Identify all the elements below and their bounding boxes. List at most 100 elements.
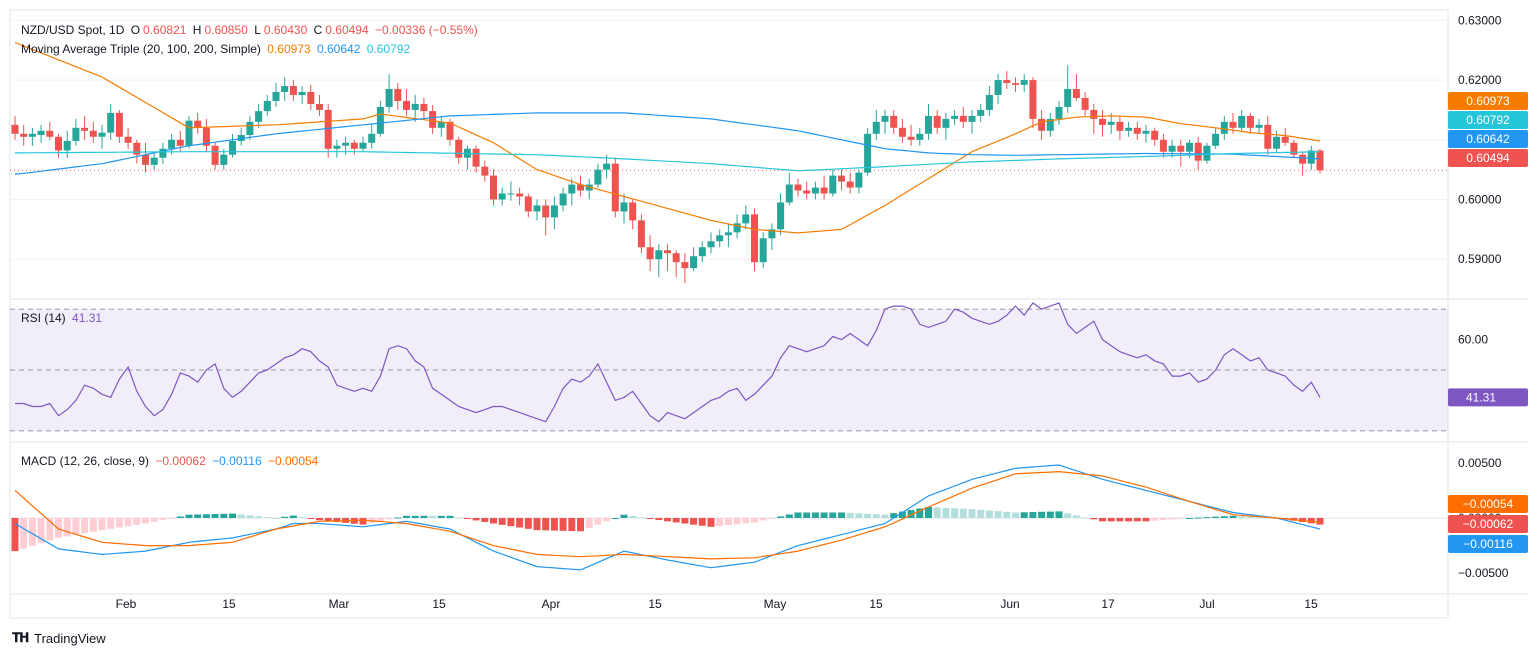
candle-body [951, 115, 959, 119]
rsi-legend: RSI (14) 41.31 [21, 311, 105, 325]
macd-histogram-bar [46, 518, 54, 541]
candle-body [907, 136, 915, 140]
candle-body [768, 229, 776, 239]
macd-histogram-bar [1072, 515, 1080, 518]
macd-histogram-bar [577, 518, 584, 532]
candle-body [298, 92, 306, 95]
macd-histogram-bar [829, 512, 837, 518]
macd-histogram-bar [603, 518, 611, 522]
macd-histogram-bar [794, 512, 802, 518]
macd-histogram-bar [1046, 511, 1054, 518]
candle-body [1081, 97, 1089, 110]
time-axis-label: 17 [1101, 597, 1115, 611]
candle-body [577, 184, 584, 191]
macd-histogram-bar [420, 515, 428, 518]
candle-body [411, 103, 419, 110]
macd-histogram-bar [498, 518, 506, 525]
candle-body [716, 235, 724, 242]
macd-histogram-bar [376, 518, 384, 522]
high-label: H [192, 23, 202, 37]
candle-body [1168, 145, 1176, 152]
candle-body [255, 111, 263, 122]
rsi-axis-label: 60.00 [1458, 333, 1488, 347]
macd-histogram-bar [985, 510, 993, 518]
macd-histogram-bar [316, 518, 323, 521]
macd-histogram-bar [159, 518, 167, 520]
macd-histogram-bar [742, 518, 750, 524]
macd-histogram-bar [333, 518, 341, 522]
macd-histogram-bar [542, 518, 550, 531]
candle-body [655, 250, 663, 260]
macd-histogram-bar [115, 518, 123, 528]
macd-histogram-bar [672, 518, 680, 523]
candle-body [864, 133, 872, 173]
candle-body [368, 133, 376, 143]
macd-histogram-bar [820, 512, 828, 518]
candle-body [437, 121, 445, 128]
ma-line-ma200 [15, 151, 1321, 172]
low-value: 0.60430 [263, 23, 308, 37]
candle-body [420, 103, 428, 112]
open-value: 0.60821 [143, 23, 187, 37]
candle-body [333, 145, 341, 149]
candle-body [185, 120, 193, 146]
macd-histogram-bar [472, 518, 480, 521]
candle-body [1072, 89, 1080, 98]
time-axis-label: Jun [1000, 597, 1019, 611]
candle-body [829, 175, 837, 194]
macd-axis-label: −0.00500 [1458, 566, 1509, 580]
time-axis-label: 15 [432, 597, 446, 611]
macd-tag-hist: −0.00062 [1463, 517, 1514, 531]
candle-body [803, 190, 811, 194]
ma-line-ma100 [14, 112, 1321, 175]
candle-body [646, 247, 654, 260]
candle-body [1194, 142, 1202, 161]
candle-body [785, 184, 793, 203]
candle-body [1159, 139, 1167, 152]
ma100-value: 0.60642 [317, 42, 361, 56]
macd-histogram-bar [72, 518, 80, 535]
macd-signal-value: −0.00054 [267, 454, 319, 468]
candle-body [872, 121, 880, 134]
macd-histogram-bar [481, 518, 489, 522]
candle-body [724, 232, 732, 236]
macd-histogram-bar [1168, 518, 1176, 520]
macd-histogram-bar [1264, 517, 1272, 519]
macd-histogram-bar [385, 518, 393, 520]
time-axis-label: Jul [1199, 597, 1214, 611]
macd-histogram-bar [655, 518, 663, 520]
macd-histogram-bar [759, 518, 767, 521]
candle-body [272, 92, 280, 101]
macd-histogram-bar [1203, 517, 1211, 519]
macd-histogram-bar [37, 518, 45, 544]
candle-body [550, 205, 558, 218]
candle-body [542, 205, 550, 218]
low-label: L [254, 23, 261, 37]
macd-legend-label: MACD (12, 26, close, 9) [21, 454, 150, 468]
candle-body [176, 139, 184, 146]
candle-body [1099, 118, 1106, 125]
candle-body [611, 163, 619, 212]
tradingview-brand[interactable]: 𝐓𝐇 TradingView [12, 630, 106, 646]
macd-histogram-bar [185, 514, 193, 518]
macd-histogram-bar [298, 517, 306, 519]
ma20-value: 0.60973 [267, 42, 311, 56]
candle-body [490, 175, 497, 200]
macd-histogram-bar [202, 514, 210, 518]
candle-body [376, 106, 384, 134]
macd-histogram-bar [1055, 511, 1063, 518]
candle-body [142, 154, 149, 165]
macd-histogram-bar [1238, 516, 1246, 518]
candle-body [481, 166, 489, 176]
candle-body [1003, 80, 1011, 84]
time-axis-label: 15 [648, 597, 662, 611]
macd-histogram-bar [846, 512, 854, 518]
macd-histogram-bar [1107, 518, 1115, 522]
candle-body [1046, 118, 1054, 131]
macd-tag-macd-bg [1448, 535, 1528, 553]
macd-histogram-bar [629, 516, 637, 518]
candle-body [1307, 150, 1315, 164]
candle-body [585, 184, 593, 191]
candle-body [568, 184, 576, 194]
price-legend: NZD/USD Spot, 1D O 0.60821 H 0.60850 L 0.60… [21, 23, 481, 37]
